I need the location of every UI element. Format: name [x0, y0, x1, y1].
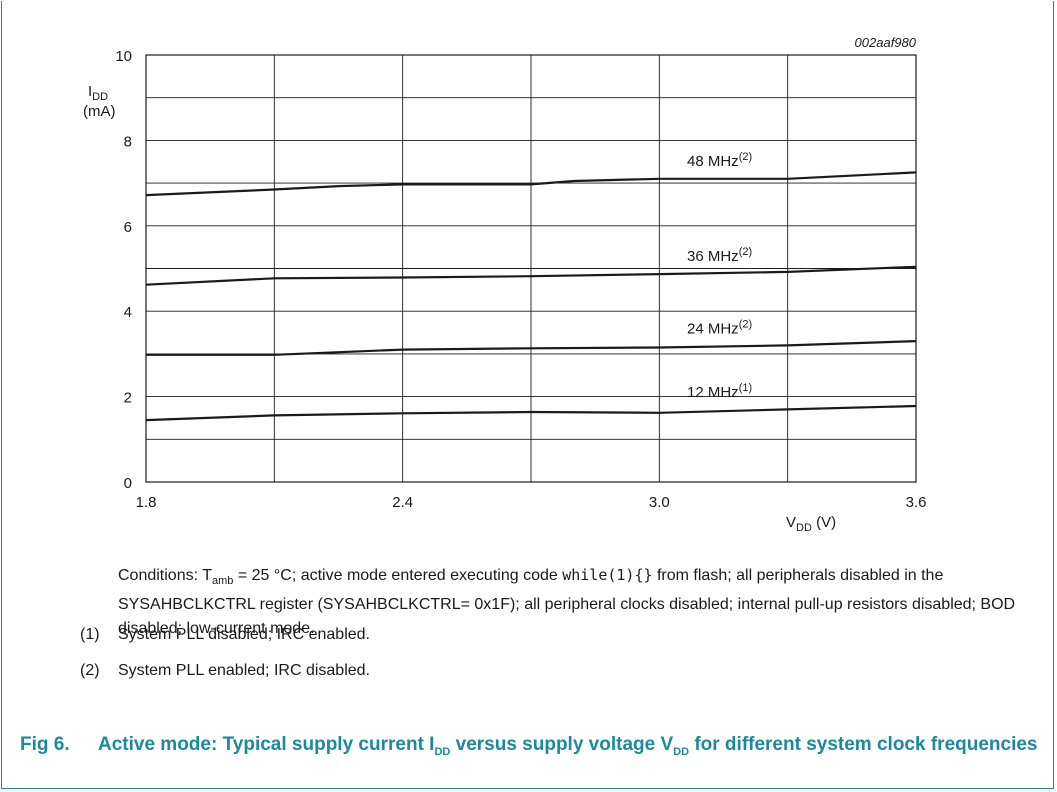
series-line — [145, 171, 917, 197]
series-line — [146, 340, 917, 356]
conditions-part1: Conditions: T — [118, 567, 212, 584]
tamb-subscript: amb — [211, 575, 234, 588]
caption-sub1: DD — [434, 745, 451, 758]
figure-caption: Fig 6. Active mode: Typical supply curren… — [20, 734, 1040, 763]
footnote-1: (1) System PLL disabled; IRC enabled. — [80, 626, 370, 644]
x-axis-label: VDD (V) — [786, 514, 836, 534]
caption-part1: Active mode: Typical supply current I — [98, 734, 435, 755]
y-tick-label: 6 — [124, 219, 132, 236]
conditions-code: while(1){} — [562, 566, 653, 584]
conditions-part2: = 25 °C; active mode entered executing c… — [233, 567, 563, 584]
y-axis-label: IDD — [88, 83, 108, 103]
footnote-2: (2) System PLL enabled; IRC disabled. — [80, 662, 370, 680]
y-tick-label: 10 — [115, 48, 132, 65]
y-tick-label: 4 — [124, 304, 132, 321]
caption-part2: versus supply voltage V — [450, 734, 674, 755]
conditions-part3: from flash; all peripherals disabled in … — [118, 567, 1016, 638]
footnote-text: System PLL enabled; IRC disabled. — [118, 662, 370, 679]
chart: 0 2 4 6 8 10 1.8 2.4 3.0 3.6 IDD(mA) VDD (V) 002aaf9… — [83, 35, 927, 534]
caption-part3: for different system clock frequencies — [689, 734, 1038, 755]
x-tick-label: 3.0 — [649, 494, 670, 511]
y-tick-label: 8 — [124, 133, 132, 150]
series-label: 12 MHz(1) — [687, 382, 752, 401]
y-tick-label: 2 — [124, 390, 132, 407]
footnote-number: (2) — [80, 662, 100, 679]
conditions-text: Conditions: Tamb = 25 °C; active mode en… — [118, 563, 1048, 641]
series-line — [145, 404, 917, 422]
footnote-text: System PLL disabled; IRC enabled. — [118, 626, 370, 643]
series-line — [145, 265, 917, 286]
x-tick-label: 3.6 — [906, 494, 927, 511]
figure-number: Fig 6. — [20, 734, 70, 755]
figure-code: 002aaf980 — [855, 35, 917, 50]
x-tick-label: 2.4 — [392, 494, 413, 511]
series-label: 48 MHz(2) — [687, 151, 752, 170]
series-label: 24 MHz(2) — [687, 318, 752, 337]
caption-sub2: DD — [673, 745, 690, 758]
series-label: 36 MHz(2) — [687, 246, 752, 265]
y-tick-label: 0 — [124, 475, 132, 492]
footnote-number: (1) — [80, 626, 100, 643]
y-axis-unit: (mA) — [83, 103, 116, 120]
x-tick-label: 1.8 — [136, 494, 157, 511]
